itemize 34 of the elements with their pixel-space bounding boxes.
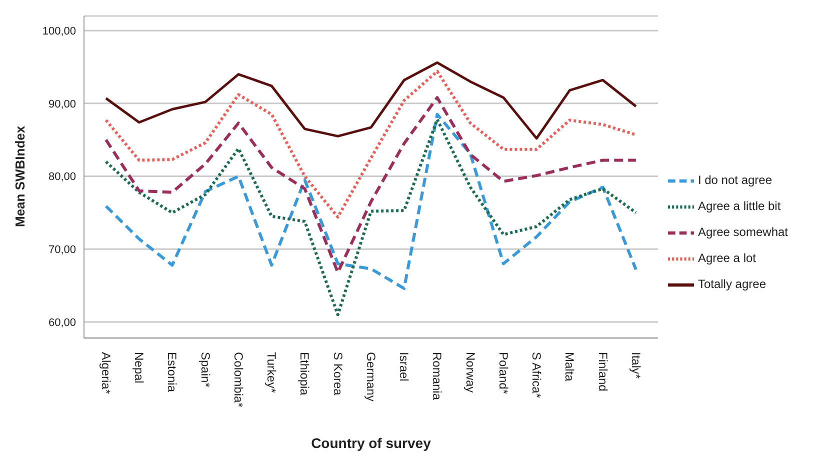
x-tick-label: Germany	[364, 352, 378, 402]
x-tick-label: Italy*	[628, 352, 643, 380]
line-series	[104, 112, 638, 290]
x-tick-label: Colombia*	[231, 352, 246, 408]
x-tick-label: Turkey*	[264, 352, 279, 394]
x-tick-label: Norway	[463, 352, 478, 393]
x-tick-label: Algeria*	[99, 352, 113, 394]
x-axis-title: Country of survey	[311, 435, 432, 451]
y-tick-label: 100,00	[42, 25, 76, 38]
legend-label: Totally agree	[698, 277, 766, 292]
y-axis-title: Mean SWBIndex	[12, 125, 28, 227]
legend-label: I do not agree	[698, 173, 772, 188]
legend-label: Agree a lot	[698, 251, 756, 266]
x-tick-label: Ethiopia	[298, 352, 312, 396]
y-tick-label: 70,00	[48, 244, 76, 256]
x-tick-label: Poland*	[496, 352, 510, 394]
x-tick-label: Finland	[596, 352, 610, 392]
x-tick-label: Nepal	[132, 352, 146, 384]
y-tick-label: 60,00	[48, 316, 76, 329]
line-series	[104, 61, 638, 140]
y-tick-label: 80,00	[48, 171, 76, 184]
x-tick-label: Estonia	[165, 352, 180, 392]
x-tick-label: Malta	[562, 352, 577, 382]
y-tick-label: 90,00	[48, 98, 76, 110]
x-tick-label: Israel	[397, 352, 412, 382]
x-tick-label: Spain*	[198, 352, 212, 388]
line-series	[104, 96, 638, 274]
x-tick-label: S Korea	[330, 352, 345, 396]
legend-label: Agree somewhat	[698, 225, 788, 240]
legend-label: Agree a little bit	[698, 199, 781, 214]
line-series	[104, 118, 638, 316]
x-tick-label: Romania	[430, 352, 444, 400]
line-series	[104, 70, 638, 219]
x-tick-label: S Africa*	[530, 352, 544, 398]
